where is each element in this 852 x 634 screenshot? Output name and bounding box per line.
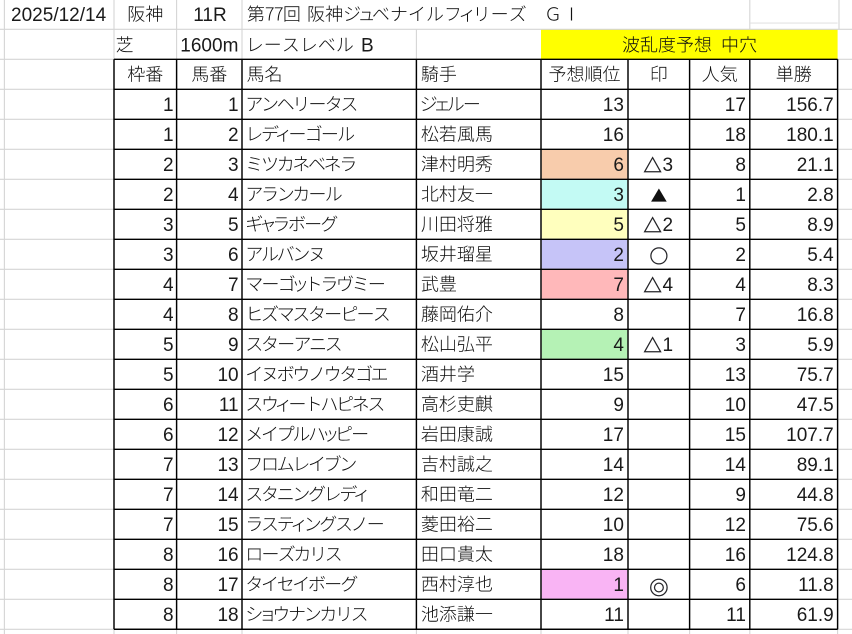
svg-text:8: 8 (163, 575, 174, 596)
svg-text:8.9: 8.9 (807, 215, 833, 236)
svg-text:10: 10 (603, 515, 624, 536)
svg-text:2025/12/14: 2025/12/14 (11, 5, 107, 26)
svg-text:15: 15 (725, 425, 746, 446)
svg-text:5: 5 (163, 335, 174, 356)
svg-text:2: 2 (228, 125, 239, 146)
svg-text:1600m: 1600m (180, 36, 238, 57)
svg-text:16: 16 (603, 125, 624, 146)
svg-text:5: 5 (735, 215, 746, 236)
svg-text:8: 8 (735, 155, 746, 176)
svg-text:4: 4 (163, 305, 174, 326)
svg-text:1: 1 (228, 95, 239, 116)
svg-text:17: 17 (603, 425, 624, 446)
svg-text:17: 17 (217, 575, 238, 596)
svg-text:12: 12 (725, 515, 746, 536)
svg-text:8: 8 (163, 545, 174, 566)
svg-text:89.1: 89.1 (797, 455, 834, 476)
svg-text:8.3: 8.3 (807, 275, 833, 296)
svg-text:7: 7 (228, 275, 239, 296)
svg-text:14: 14 (217, 485, 239, 506)
svg-text:5: 5 (163, 365, 174, 386)
svg-text:17: 17 (725, 95, 746, 116)
svg-text:16.8: 16.8 (797, 305, 834, 326)
svg-text:3: 3 (163, 245, 174, 266)
svg-text:16: 16 (217, 545, 238, 566)
svg-text:124.8: 124.8 (786, 545, 834, 566)
svg-text:2: 2 (613, 245, 624, 266)
svg-text:7: 7 (163, 515, 174, 536)
svg-text:6: 6 (735, 575, 746, 596)
svg-text:3: 3 (663, 155, 674, 176)
svg-text:3: 3 (613, 185, 624, 206)
svg-text:7: 7 (163, 485, 174, 506)
svg-text:8: 8 (163, 605, 174, 626)
svg-text:44.8: 44.8 (797, 485, 834, 506)
svg-text:3: 3 (163, 215, 174, 236)
svg-text:11: 11 (726, 605, 746, 626)
svg-text:2: 2 (163, 155, 174, 176)
svg-text:2.8: 2.8 (807, 185, 833, 206)
svg-text:11R: 11R (193, 5, 226, 26)
svg-text:1: 1 (163, 95, 174, 116)
svg-text:4: 4 (228, 185, 239, 206)
svg-text:9: 9 (735, 485, 746, 506)
svg-text:18: 18 (603, 545, 624, 566)
svg-text:2: 2 (163, 185, 174, 206)
svg-text:7: 7 (163, 455, 174, 476)
svg-text:11.8: 11.8 (798, 575, 834, 596)
svg-text:107.7: 107.7 (786, 425, 834, 446)
svg-text:3: 3 (735, 335, 746, 356)
svg-text:5: 5 (613, 215, 624, 236)
svg-text:9: 9 (613, 395, 624, 416)
svg-text:47.5: 47.5 (797, 395, 834, 416)
svg-text:1: 1 (735, 185, 746, 206)
svg-text:4: 4 (163, 275, 174, 296)
svg-text:5.4: 5.4 (807, 245, 834, 266)
svg-text:6: 6 (613, 155, 624, 176)
svg-text:10: 10 (725, 395, 746, 416)
svg-text:1: 1 (663, 335, 674, 356)
svg-text:18: 18 (217, 605, 238, 626)
svg-text:6: 6 (228, 245, 239, 266)
svg-text:B: B (361, 36, 374, 57)
svg-text:3: 3 (228, 155, 239, 176)
svg-text:5.9: 5.9 (807, 335, 833, 356)
svg-text:1: 1 (163, 125, 174, 146)
svg-text:61.9: 61.9 (797, 605, 834, 626)
svg-text:180.1: 180.1 (786, 125, 834, 146)
svg-text:8: 8 (613, 305, 624, 326)
svg-text:75.7: 75.7 (797, 365, 834, 386)
svg-text:11: 11 (604, 605, 624, 626)
svg-text:75.6: 75.6 (797, 515, 834, 536)
svg-text:4: 4 (735, 275, 746, 296)
svg-text:7: 7 (735, 305, 746, 326)
svg-text:4: 4 (613, 335, 624, 356)
svg-text:8: 8 (228, 305, 239, 326)
svg-text:13: 13 (217, 455, 238, 476)
svg-text:156.7: 156.7 (786, 95, 834, 116)
svg-text:12: 12 (217, 425, 238, 446)
svg-text:11: 11 (219, 395, 239, 416)
svg-text:6: 6 (163, 425, 174, 446)
svg-text:13: 13 (725, 365, 746, 386)
svg-text:9: 9 (228, 335, 239, 356)
svg-text:14: 14 (725, 455, 747, 476)
svg-text:16: 16 (725, 545, 746, 566)
svg-text:6: 6 (163, 395, 174, 416)
svg-text:18: 18 (725, 125, 746, 146)
svg-text:7: 7 (613, 275, 624, 296)
svg-text:4: 4 (663, 275, 674, 296)
svg-text:10: 10 (217, 365, 238, 386)
svg-text:13: 13 (603, 95, 624, 116)
svg-text:2: 2 (663, 215, 674, 236)
svg-text:5: 5 (228, 215, 239, 236)
svg-text:12: 12 (603, 485, 624, 506)
svg-text:1: 1 (613, 575, 624, 596)
svg-text:14: 14 (603, 455, 625, 476)
svg-text:15: 15 (603, 365, 624, 386)
svg-text:15: 15 (217, 515, 238, 536)
svg-text:2: 2 (735, 245, 746, 266)
svg-text:21.1: 21.1 (797, 155, 834, 176)
